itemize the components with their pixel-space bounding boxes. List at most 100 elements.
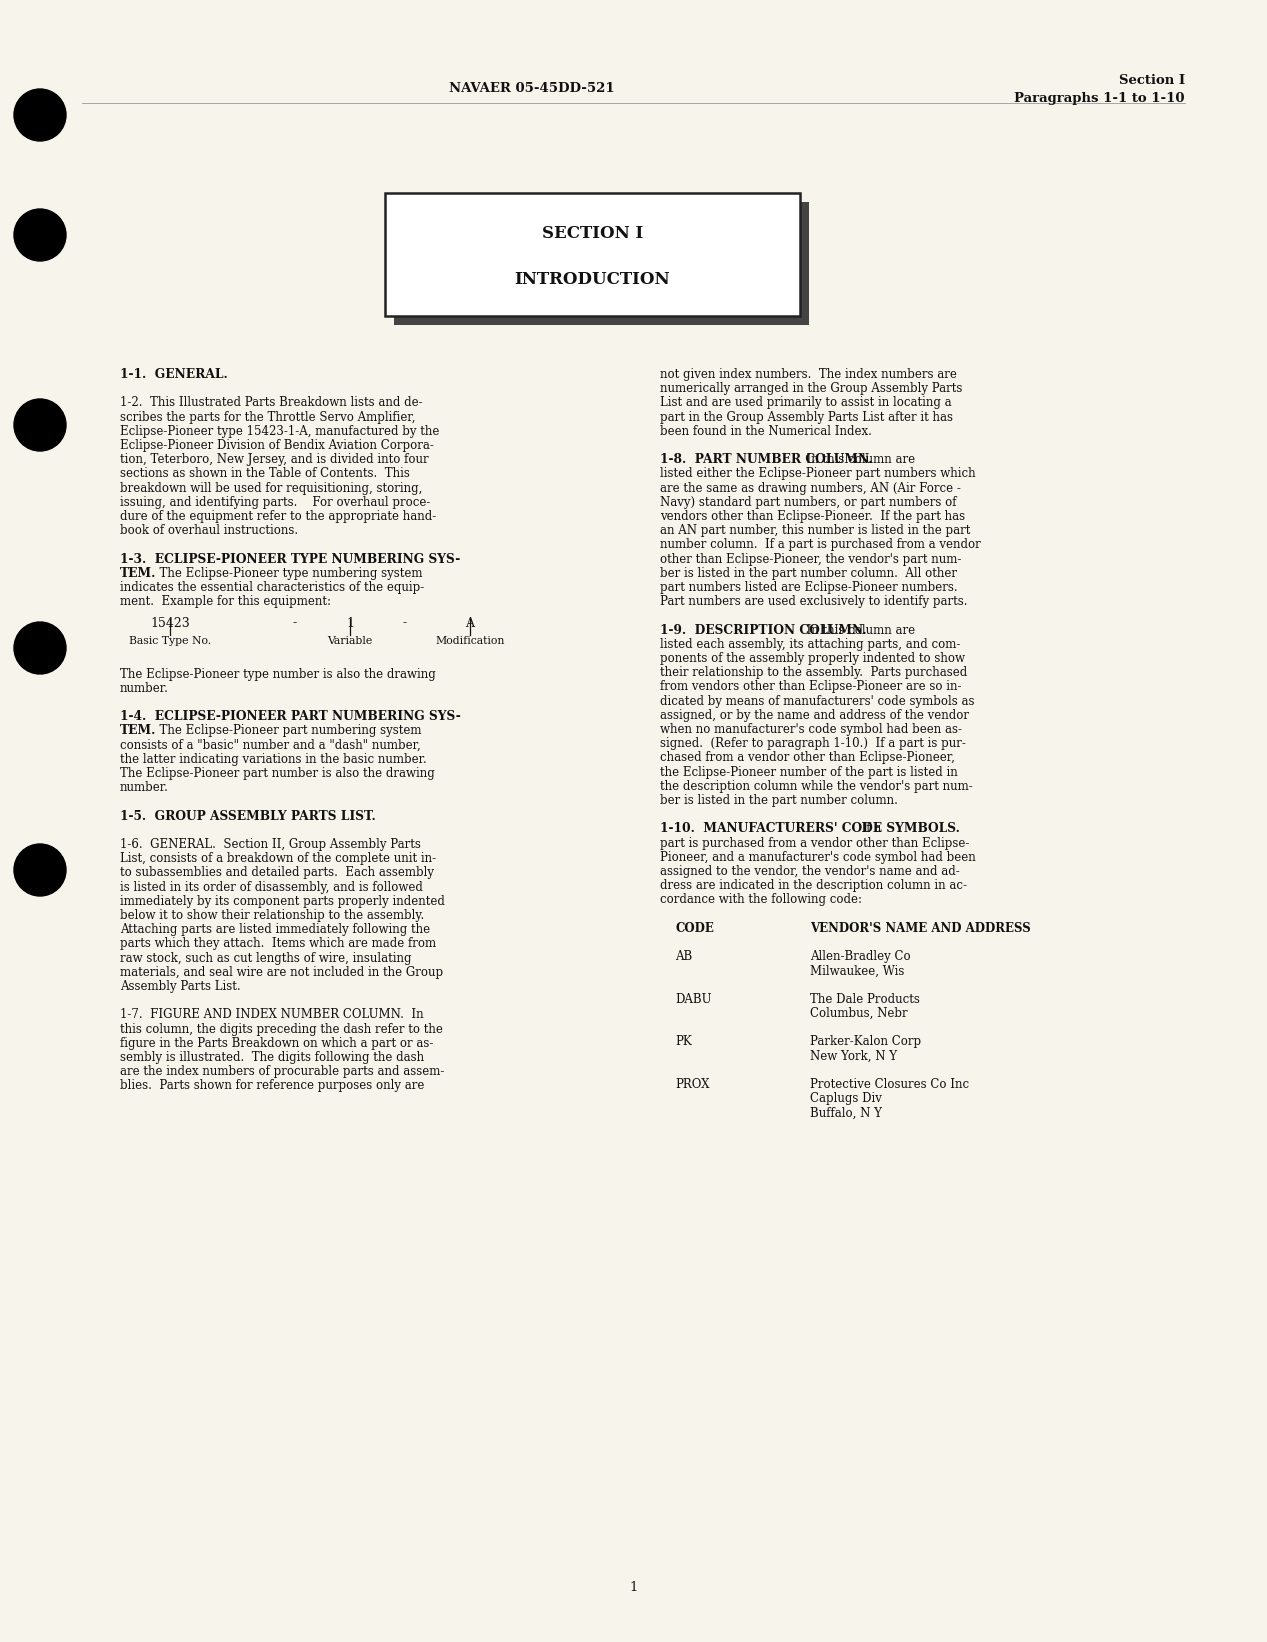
Text: 1-2.  This Illustrated Parts Breakdown lists and de-: 1-2. This Illustrated Parts Breakdown li… xyxy=(120,396,423,409)
Text: assigned to the vendor, the vendor's name and ad-: assigned to the vendor, the vendor's nam… xyxy=(660,865,959,878)
Text: part numbers listed are Eclipse-Pioneer numbers.: part numbers listed are Eclipse-Pioneer … xyxy=(660,581,958,594)
Text: below it to show their relationship to the assembly.: below it to show their relationship to t… xyxy=(120,910,424,923)
Text: signed.  (Refer to paragraph 1-10.)  If a part is pur-: signed. (Refer to paragraph 1-10.) If a … xyxy=(660,737,965,750)
Text: from vendors other than Eclipse-Pioneer are so in-: from vendors other than Eclipse-Pioneer … xyxy=(660,680,962,693)
Text: Paragraphs 1-1 to 1-10: Paragraphs 1-1 to 1-10 xyxy=(1015,92,1185,105)
Text: The Eclipse-Pioneer type number is also the drawing: The Eclipse-Pioneer type number is also … xyxy=(120,668,436,681)
Text: NAVAER 05-45DD-521: NAVAER 05-45DD-521 xyxy=(450,82,614,95)
Text: Part numbers are used exclusively to identify parts.: Part numbers are used exclusively to ide… xyxy=(660,594,968,608)
Text: In this column are: In this column are xyxy=(798,624,915,637)
Text: A: A xyxy=(465,616,475,629)
Text: tion, Teterboro, New Jersey, and is divided into four: tion, Teterboro, New Jersey, and is divi… xyxy=(120,453,428,466)
Text: PROX: PROX xyxy=(675,1079,710,1090)
Text: is listed in its order of disassembly, and is followed: is listed in its order of disassembly, a… xyxy=(120,880,423,893)
Text: Eclipse-Pioneer Division of Bendix Aviation Corpora-: Eclipse-Pioneer Division of Bendix Aviat… xyxy=(120,438,433,452)
Text: -: - xyxy=(403,616,407,629)
Text: Basic Type No.: Basic Type No. xyxy=(129,637,212,647)
Text: PK: PK xyxy=(675,1036,692,1048)
Text: Caplugs Div: Caplugs Div xyxy=(810,1092,882,1105)
Text: blies.  Parts shown for reference purposes only are: blies. Parts shown for reference purpose… xyxy=(120,1079,424,1092)
Text: numerically arranged in the Group Assembly Parts: numerically arranged in the Group Assemb… xyxy=(660,383,963,396)
Text: other than Eclipse-Pioneer, the vendor's part num-: other than Eclipse-Pioneer, the vendor's… xyxy=(660,553,962,565)
Text: 1-9.  DESCRIPTION COLUMN.: 1-9. DESCRIPTION COLUMN. xyxy=(660,624,867,637)
Text: cordance with the following code:: cordance with the following code: xyxy=(660,893,862,906)
Text: chased from a vendor other than Eclipse-Pioneer,: chased from a vendor other than Eclipse-… xyxy=(660,752,955,765)
Text: New York, N Y: New York, N Y xyxy=(810,1049,897,1062)
Text: issuing, and identifying parts.    For overhaul proce-: issuing, and identifying parts. For over… xyxy=(120,496,431,509)
Text: an AN part number, this number is listed in the part: an AN part number, this number is listed… xyxy=(660,524,971,537)
Text: 1-8.  PART NUMBER COLUMN.: 1-8. PART NUMBER COLUMN. xyxy=(660,453,873,466)
Text: number column.  If a part is purchased from a vendor: number column. If a part is purchased fr… xyxy=(660,539,981,552)
Text: number.: number. xyxy=(120,782,169,795)
Text: 1-4.  ECLIPSE-PIONEER PART NUMBERING SYS-: 1-4. ECLIPSE-PIONEER PART NUMBERING SYS- xyxy=(120,711,461,722)
Text: 1-5.  GROUP ASSEMBLY PARTS LIST.: 1-5. GROUP ASSEMBLY PARTS LIST. xyxy=(120,810,376,823)
Text: part is purchased from a vendor other than Eclipse-: part is purchased from a vendor other th… xyxy=(660,837,969,849)
Text: not given index numbers.  The index numbers are: not given index numbers. The index numbe… xyxy=(660,368,957,381)
Text: ber is listed in the part number column.  All other: ber is listed in the part number column.… xyxy=(660,566,957,580)
Text: sections as shown in the Table of Contents.  This: sections as shown in the Table of Conten… xyxy=(120,468,411,481)
Text: the description column while the vendor's part num-: the description column while the vendor'… xyxy=(660,780,973,793)
Text: Parker-Kalon Corp: Parker-Kalon Corp xyxy=(810,1036,921,1048)
Text: AB: AB xyxy=(675,951,692,964)
Text: are the same as drawing numbers, AN (Air Force -: are the same as drawing numbers, AN (Air… xyxy=(660,481,960,494)
Circle shape xyxy=(14,622,66,673)
Bar xyxy=(385,194,799,315)
Text: when no manufacturer's code symbol had been as-: when no manufacturer's code symbol had b… xyxy=(660,722,962,736)
Text: indicates the essential characteristics of the equip-: indicates the essential characteristics … xyxy=(120,581,424,594)
Text: listed each assembly, its attaching parts, and com-: listed each assembly, its attaching part… xyxy=(660,637,960,650)
Text: materials, and seal wire are not included in the Group: materials, and seal wire are not include… xyxy=(120,965,443,979)
Text: Variable: Variable xyxy=(327,637,372,647)
Text: Section I: Section I xyxy=(1119,74,1185,87)
Text: ber is listed in the part number column.: ber is listed in the part number column. xyxy=(660,795,898,806)
Text: The Eclipse-Pioneer part number is also the drawing: The Eclipse-Pioneer part number is also … xyxy=(120,767,435,780)
Text: Modification: Modification xyxy=(436,637,504,647)
Text: TEM.: TEM. xyxy=(120,724,156,737)
Circle shape xyxy=(14,89,66,141)
Text: Attaching parts are listed immediately following the: Attaching parts are listed immediately f… xyxy=(120,923,430,936)
Text: 1-10.  MANUFACTURERS' CODE SYMBOLS.: 1-10. MANUFACTURERS' CODE SYMBOLS. xyxy=(660,823,960,836)
Text: List and are used primarily to assist in locating a: List and are used primarily to assist in… xyxy=(660,396,952,409)
Text: part in the Group Assembly Parts List after it has: part in the Group Assembly Parts List af… xyxy=(660,410,953,424)
Text: vendors other than Eclipse-Pioneer.  If the part has: vendors other than Eclipse-Pioneer. If t… xyxy=(660,511,965,524)
Text: CODE: CODE xyxy=(675,921,713,934)
Text: Milwaukee, Wis: Milwaukee, Wis xyxy=(810,964,905,977)
Text: dure of the equipment refer to the appropriate hand-: dure of the equipment refer to the appro… xyxy=(120,511,436,524)
Text: parts which they attach.  Items which are made from: parts which they attach. Items which are… xyxy=(120,938,436,951)
Text: Columbus, Nebr: Columbus, Nebr xyxy=(810,1007,907,1020)
Text: immediately by its component parts properly indented: immediately by its component parts prope… xyxy=(120,895,445,908)
Text: List, consists of a breakdown of the complete unit in-: List, consists of a breakdown of the com… xyxy=(120,852,436,865)
Text: ment.  Example for this equipment:: ment. Example for this equipment: xyxy=(120,594,331,608)
Text: TEM.: TEM. xyxy=(120,566,156,580)
Text: dress are indicated in the description column in ac-: dress are indicated in the description c… xyxy=(660,878,967,892)
Text: dicated by means of manufacturers' code symbols as: dicated by means of manufacturers' code … xyxy=(660,695,974,708)
Text: the latter indicating variations in the basic number.: the latter indicating variations in the … xyxy=(120,752,427,765)
Text: INTRODUCTION: INTRODUCTION xyxy=(514,271,670,287)
Circle shape xyxy=(14,209,66,261)
Text: 1: 1 xyxy=(346,616,353,629)
Text: the Eclipse-Pioneer number of the part is listed in: the Eclipse-Pioneer number of the part i… xyxy=(660,765,958,778)
Text: The Eclipse-Pioneer type numbering system: The Eclipse-Pioneer type numbering syste… xyxy=(152,566,422,580)
Text: number.: number. xyxy=(120,681,169,695)
Text: their relationship to the assembly.  Parts purchased: their relationship to the assembly. Part… xyxy=(660,667,967,680)
Text: Assembly Parts List.: Assembly Parts List. xyxy=(120,980,241,993)
Text: are the index numbers of procurable parts and assem-: are the index numbers of procurable part… xyxy=(120,1066,445,1079)
Text: 1-6.  GENERAL.  Section II, Group Assembly Parts: 1-6. GENERAL. Section II, Group Assembly… xyxy=(120,837,421,851)
Text: VENDOR'S NAME AND ADDRESS: VENDOR'S NAME AND ADDRESS xyxy=(810,921,1031,934)
Circle shape xyxy=(14,844,66,897)
Text: figure in the Parts Breakdown on which a part or as-: figure in the Parts Breakdown on which a… xyxy=(120,1036,433,1049)
Text: ponents of the assembly properly indented to show: ponents of the assembly properly indente… xyxy=(660,652,965,665)
Text: listed either the Eclipse-Pioneer part numbers which: listed either the Eclipse-Pioneer part n… xyxy=(660,468,976,481)
Text: 15423: 15423 xyxy=(150,616,190,629)
Text: Buffalo, N Y: Buffalo, N Y xyxy=(810,1107,882,1120)
Circle shape xyxy=(14,399,66,452)
Text: 1: 1 xyxy=(630,1581,637,1593)
Text: In this column are: In this column are xyxy=(798,453,915,466)
Text: Protective Closures Co Inc: Protective Closures Co Inc xyxy=(810,1079,969,1090)
Text: to subassemblies and detailed parts.  Each assembly: to subassemblies and detailed parts. Eac… xyxy=(120,867,435,880)
Text: been found in the Numerical Index.: been found in the Numerical Index. xyxy=(660,425,872,438)
Text: raw stock, such as cut lengths of wire, insulating: raw stock, such as cut lengths of wire, … xyxy=(120,952,412,964)
Text: Eclipse-Pioneer type 15423-1-A, manufactured by the: Eclipse-Pioneer type 15423-1-A, manufact… xyxy=(120,425,440,438)
Text: 1-3.  ECLIPSE-PIONEER TYPE NUMBERING SYS-: 1-3. ECLIPSE-PIONEER TYPE NUMBERING SYS- xyxy=(120,553,460,565)
Text: scribes the parts for the Throttle Servo Amplifier,: scribes the parts for the Throttle Servo… xyxy=(120,410,416,424)
Text: Pioneer, and a manufacturer's code symbol had been: Pioneer, and a manufacturer's code symbo… xyxy=(660,851,976,864)
